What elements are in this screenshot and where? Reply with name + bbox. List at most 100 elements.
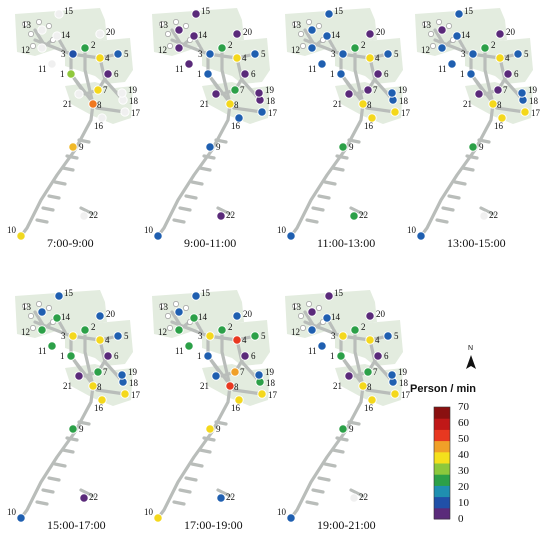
road	[65, 154, 79, 160]
station-label: 16	[494, 121, 504, 131]
station-label: 17	[268, 108, 278, 118]
station-marker	[307, 25, 317, 35]
station-label: 14	[198, 30, 208, 40]
station-label: 19	[128, 85, 138, 95]
station-label: 6	[251, 351, 256, 361]
map-panel: 1 2 3 4 5 6 7 8 9 10 11 12 13 14 15 16 17 18 19 20 21 22 17:00…	[142, 282, 278, 532]
station-label: 5	[524, 49, 529, 59]
station-marker	[390, 107, 400, 117]
station-label: 21	[63, 99, 72, 109]
station-marker	[344, 371, 354, 381]
legend-ramp-segment	[434, 474, 450, 486]
station-label: 6	[114, 69, 119, 79]
station-label: 5	[394, 49, 399, 59]
building-marker	[173, 19, 179, 25]
station-label: 2	[361, 322, 366, 332]
station-marker	[120, 107, 130, 117]
building-marker	[306, 19, 312, 25]
road	[190, 462, 204, 468]
station-marker	[16, 513, 26, 523]
station-marker	[95, 311, 105, 321]
station-marker	[37, 43, 47, 53]
road	[289, 102, 365, 238]
north-arrow-icon	[466, 355, 476, 369]
station-label: 17	[531, 108, 541, 118]
station-label: 22	[89, 210, 98, 220]
building-marker	[183, 305, 189, 311]
station-label: 21	[333, 381, 342, 391]
building-marker	[436, 19, 442, 25]
station-label: 20	[506, 27, 516, 37]
station-marker	[416, 231, 426, 241]
station-label: 22	[359, 210, 368, 220]
road	[305, 500, 319, 506]
building-marker	[28, 313, 34, 319]
station-marker	[68, 142, 78, 152]
station-marker	[365, 311, 375, 321]
map-panel: 1 2 3 4 5 6 7 8 9 10 11 12 13 14 15 16 17 18 19 20 21 22 9:00-…	[142, 0, 278, 250]
station-label: 6	[384, 351, 389, 361]
station-marker	[191, 9, 201, 19]
building-marker	[36, 301, 42, 307]
panel-time-label: 9:00-11:00	[184, 236, 237, 250]
station-marker	[68, 331, 78, 341]
station-marker	[286, 513, 296, 523]
road	[184, 476, 198, 482]
station-label: 9	[349, 142, 354, 152]
station-label: 17	[401, 108, 411, 118]
station-label: 18	[399, 96, 409, 106]
station-marker	[383, 331, 393, 341]
building-marker	[428, 31, 434, 37]
station-label: 1	[330, 351, 335, 361]
station-marker	[240, 69, 250, 79]
station-label: 18	[399, 378, 409, 388]
building-marker	[165, 313, 171, 319]
station-label: 4	[105, 53, 110, 63]
building-marker	[22, 303, 28, 309]
station-marker	[174, 43, 184, 53]
road	[198, 166, 212, 172]
legend-ramp-segment	[434, 451, 450, 464]
station-marker	[88, 99, 98, 109]
station-marker	[307, 325, 317, 335]
station-label: 15	[201, 6, 211, 16]
legend-ramp-segment	[434, 429, 450, 442]
map-panel: 1 2 3 4 5 6 7 8 9 10 11 12 13 14 15 16 17 18 19 20 21 22 11:00…	[275, 0, 411, 250]
building-marker	[306, 301, 312, 307]
station-label: 11	[175, 346, 184, 356]
station-label: 20	[106, 27, 116, 37]
station-marker	[257, 389, 267, 399]
station-marker	[387, 370, 397, 380]
building-marker	[167, 43, 173, 49]
station-label: 16	[231, 121, 241, 131]
road	[447, 194, 461, 200]
road	[368, 56, 395, 102]
station-marker	[120, 389, 130, 399]
road	[156, 102, 232, 238]
station-marker	[68, 424, 78, 434]
building-marker	[300, 43, 306, 49]
station-label: 10	[407, 225, 417, 235]
station-marker	[336, 69, 346, 79]
station-marker	[383, 49, 393, 59]
station-marker	[79, 493, 89, 503]
station-marker	[373, 351, 383, 361]
legend-ramp-segment	[434, 507, 450, 520]
station-marker	[95, 53, 105, 63]
station-marker	[466, 69, 476, 79]
road	[498, 56, 525, 102]
building-marker	[316, 23, 322, 29]
station-marker	[68, 49, 78, 59]
station-marker	[344, 89, 354, 99]
station-label: 15	[201, 288, 211, 298]
map-panel: 1 2 3 4 5 6 7 8 9 10 11 12 13 14 15 16 17 18 19 20 21 22 13:00…	[405, 0, 541, 250]
station-label: 10	[7, 507, 17, 517]
panel-time-label: 11:00-13:00	[317, 236, 376, 250]
station-marker	[338, 331, 348, 341]
station-label: 11	[438, 64, 447, 74]
station-marker	[447, 59, 457, 69]
building-marker	[183, 23, 189, 29]
road	[35, 218, 49, 224]
